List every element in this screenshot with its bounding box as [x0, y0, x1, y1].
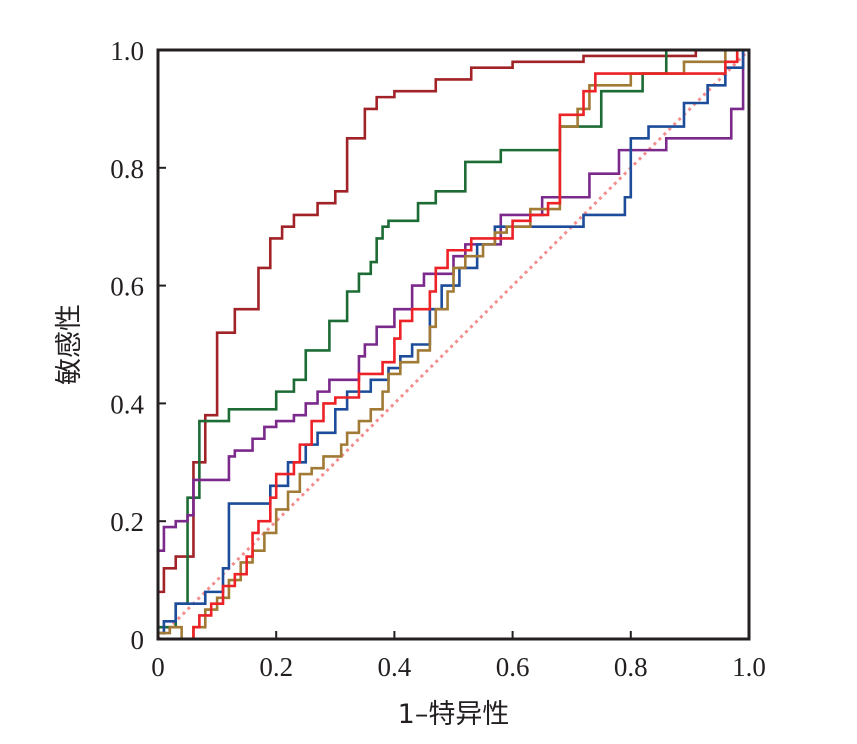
y-tick-label: 0.2	[110, 507, 144, 537]
x-axis-title: 1–特异性	[398, 699, 510, 730]
reference-line-layer	[156, 48, 751, 641]
x-tick-label: 0.6	[496, 652, 530, 682]
x-tick-label: 1.0	[732, 652, 766, 682]
roc-curve-3	[156, 48, 749, 639]
roc-curve-1	[156, 48, 749, 639]
x-tick-label: 0.8	[614, 652, 648, 682]
tick-layer: 0 0.2 0.4 0.6 0.8 1.0 0 0.2 0.4 0.6 0.8 1.0	[110, 36, 766, 682]
y-tick-label: 0.8	[110, 154, 144, 184]
x-tick-label: 0.2	[259, 652, 293, 682]
y-axis-title: 敏感性	[54, 304, 85, 385]
y-tick-label: 0	[131, 625, 145, 655]
reference-diagonal-line	[156, 48, 751, 641]
y-tick-label: 0.4	[110, 389, 144, 419]
roc-curve-4	[156, 48, 749, 639]
roc-curve-6	[158, 48, 749, 641]
x-tick-label: 0	[151, 652, 165, 682]
y-tick-label: 1.0	[110, 36, 144, 66]
series-layer	[156, 48, 749, 641]
y-tick-label: 0.6	[110, 272, 144, 302]
x-tick-label: 0.4	[378, 652, 412, 682]
plot-frame	[156, 48, 751, 641]
